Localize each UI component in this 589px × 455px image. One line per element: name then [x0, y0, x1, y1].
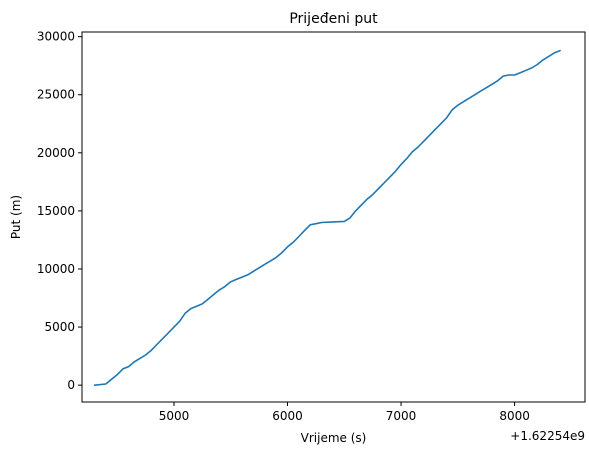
y-tick-label: 5000: [44, 320, 75, 334]
y-tick-label: 20000: [37, 146, 75, 160]
y-tick-label: 10000: [37, 262, 75, 276]
x-tick-label: 7000: [386, 409, 417, 423]
y-tick-label: 0: [67, 378, 75, 392]
y-axis-label: Put (m): [9, 195, 23, 239]
x-axis-label: Vrijeme (s): [301, 431, 367, 445]
x-tick-label: 6000: [272, 409, 303, 423]
series-line: [93, 49, 561, 387]
y-tick-label: 15000: [37, 204, 75, 218]
x-axis-ticks: 5000 6000 7000 8000: [159, 402, 530, 423]
y-axis-ticks: 0 5000 10000 15000 20000 25000 30000: [37, 30, 82, 392]
x-axis-offset-label: +1.62254e9: [510, 429, 585, 443]
x-tick-label: 8000: [499, 409, 530, 423]
chart-title: Prijeđeni put: [289, 11, 378, 27]
plot-frame: [81, 31, 586, 403]
y-tick-label: 30000: [37, 30, 75, 44]
y-tick-label: 25000: [37, 88, 75, 102]
x-tick-label: 5000: [159, 409, 190, 423]
plot-area: [81, 31, 586, 403]
